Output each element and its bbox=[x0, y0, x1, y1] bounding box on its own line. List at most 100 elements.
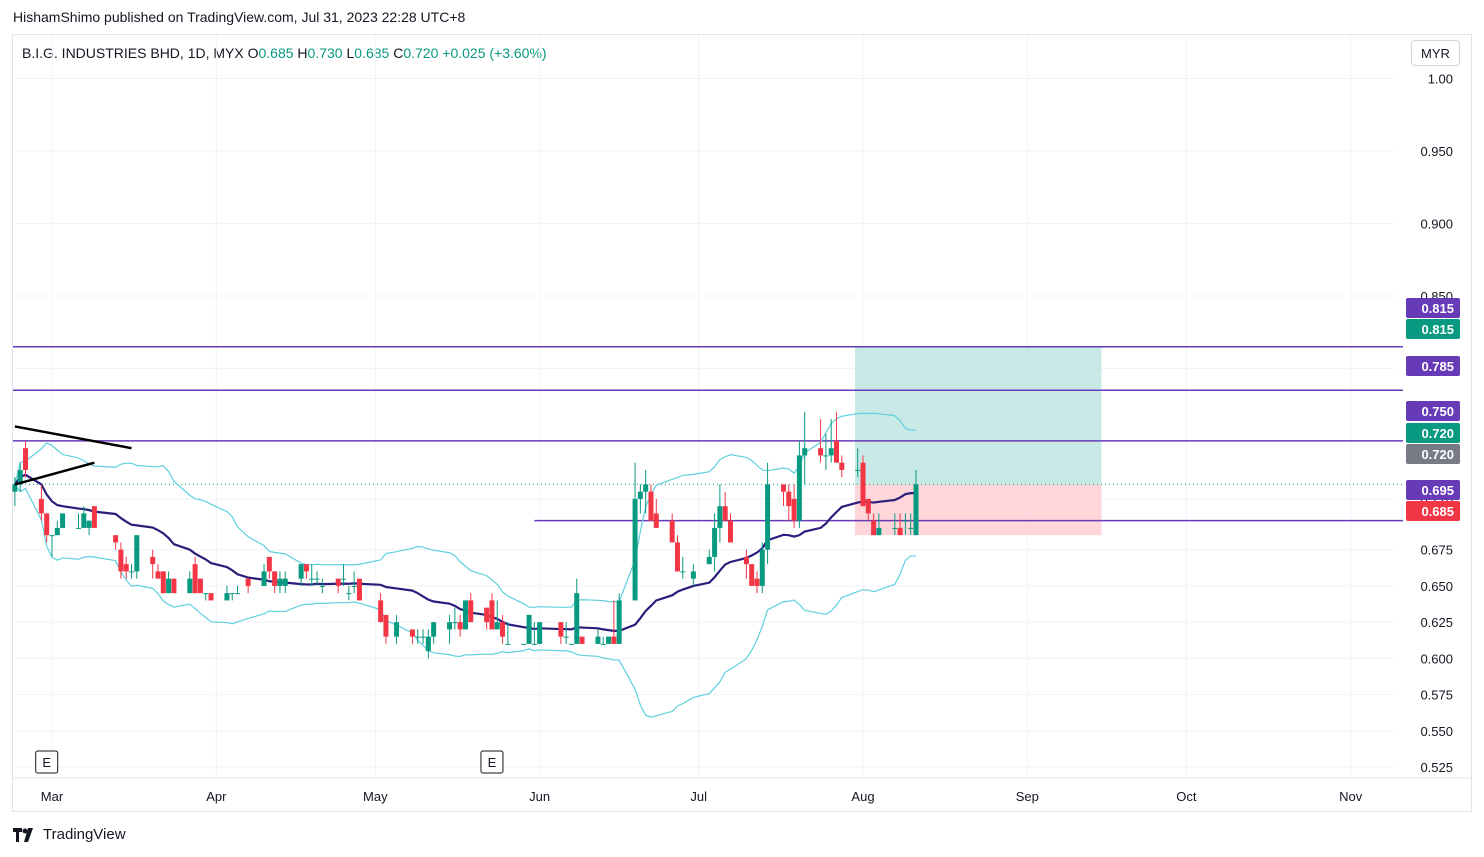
candle-body bbox=[802, 448, 808, 456]
candle-body bbox=[341, 578, 347, 580]
candle-body bbox=[22, 448, 28, 470]
price-label: 0.785 bbox=[1421, 359, 1454, 374]
candle-body bbox=[717, 506, 723, 528]
candle-body bbox=[828, 448, 834, 456]
close-value: 0.720 bbox=[403, 45, 439, 61]
candle-body bbox=[563, 636, 569, 638]
price-label: 0.685 bbox=[1421, 504, 1454, 519]
candle-body bbox=[765, 484, 771, 550]
candle-body bbox=[489, 600, 495, 630]
high-label: H bbox=[297, 45, 308, 61]
candle-body bbox=[468, 600, 474, 623]
candle-body bbox=[76, 527, 82, 529]
ohlc-legend: B.I.G. INDUSTRIES BHD, 1D, MYX O0.685 H0… bbox=[22, 45, 547, 61]
candle-body bbox=[44, 513, 50, 536]
candle-body bbox=[160, 571, 166, 594]
price-label-box bbox=[1406, 319, 1460, 339]
candle-body bbox=[595, 636, 601, 644]
candle-body bbox=[786, 491, 792, 507]
candle-body bbox=[616, 600, 622, 644]
candle-body bbox=[38, 498, 44, 514]
y-tick-label: 0.900 bbox=[1420, 216, 1453, 231]
candle-body bbox=[272, 571, 278, 586]
candle-body bbox=[282, 578, 288, 586]
symbol-title[interactable]: B.I.G. INDUSTRIES BHD, 1D, MYX bbox=[22, 45, 244, 61]
candle-body bbox=[579, 636, 585, 644]
candle-body bbox=[690, 571, 696, 579]
candle-body bbox=[457, 622, 463, 630]
candle-body bbox=[680, 571, 686, 573]
candle-body bbox=[796, 455, 802, 521]
candle-body bbox=[902, 520, 908, 522]
candle-body bbox=[860, 462, 866, 507]
candle-body bbox=[606, 636, 612, 644]
candle-body bbox=[637, 491, 643, 499]
x-tick-label: Mar bbox=[41, 789, 64, 804]
candle-body bbox=[452, 622, 458, 624]
candle-body bbox=[558, 622, 564, 637]
candle-body bbox=[420, 636, 426, 638]
candle-body bbox=[12, 484, 18, 492]
candle-body bbox=[17, 469, 23, 485]
earnings-marker bbox=[480, 750, 504, 774]
price-label-box bbox=[1406, 501, 1460, 521]
y-tick-label: 0.575 bbox=[1420, 688, 1453, 703]
y-tick-label: 0.950 bbox=[1420, 144, 1453, 159]
open-label: O bbox=[247, 45, 259, 61]
y-tick-label: 0.675 bbox=[1420, 543, 1453, 558]
earnings-marker-label: E bbox=[42, 755, 51, 770]
x-tick-label: Aug bbox=[851, 789, 874, 804]
candle-body bbox=[394, 622, 400, 637]
candle-body bbox=[378, 600, 384, 623]
candle-body bbox=[314, 578, 320, 580]
price-label: 0.815 bbox=[1421, 301, 1454, 316]
candle-body bbox=[277, 578, 283, 586]
y-tick-label: 0.550 bbox=[1420, 724, 1453, 739]
tradingview-logo-icon bbox=[13, 827, 33, 842]
y-tick-label: 0.650 bbox=[1420, 579, 1453, 594]
x-tick-label: May bbox=[363, 789, 388, 804]
candle-body bbox=[537, 622, 543, 644]
candle-body bbox=[897, 527, 903, 536]
candle-body bbox=[754, 578, 760, 586]
tradingview-logo[interactable]: TradingView bbox=[13, 826, 126, 843]
candle-body bbox=[235, 593, 241, 595]
y-tick-label: 0.525 bbox=[1420, 760, 1453, 775]
candle-body bbox=[521, 643, 527, 645]
candle-body bbox=[118, 549, 124, 572]
high-value: 0.730 bbox=[307, 45, 343, 61]
candle-body bbox=[669, 520, 675, 543]
candle-body bbox=[706, 556, 712, 565]
price-label: 0.720 bbox=[1421, 426, 1454, 441]
low-value: 0.685 bbox=[354, 45, 390, 61]
candle-body bbox=[91, 506, 97, 528]
candle-body bbox=[722, 506, 728, 521]
low-label: L bbox=[346, 45, 355, 61]
currency-button[interactable]: MYR bbox=[1411, 40, 1460, 66]
candle-body bbox=[224, 593, 230, 601]
candle-body bbox=[749, 564, 755, 586]
change-value: +0.025 (+3.60%) bbox=[442, 45, 547, 61]
candle-body bbox=[208, 593, 214, 601]
candle-body bbox=[155, 571, 161, 579]
candle-body bbox=[743, 556, 749, 565]
candle-body bbox=[839, 462, 845, 470]
candle-body bbox=[351, 585, 357, 587]
candle-body bbox=[505, 643, 511, 645]
candle-body bbox=[129, 571, 135, 573]
price-label-box bbox=[1406, 423, 1460, 443]
earnings-marker bbox=[35, 750, 59, 774]
candle-body bbox=[653, 513, 659, 528]
candle-body bbox=[648, 491, 654, 521]
candle-body bbox=[876, 527, 882, 536]
candle-body bbox=[727, 520, 733, 543]
candle-body bbox=[415, 636, 421, 638]
candle-body bbox=[632, 498, 638, 601]
candle-body bbox=[759, 549, 765, 586]
candle-body bbox=[309, 578, 315, 580]
price-label-box bbox=[1406, 401, 1460, 421]
candle-body bbox=[855, 469, 861, 471]
candle-body bbox=[871, 520, 877, 536]
candle-body bbox=[431, 622, 437, 637]
